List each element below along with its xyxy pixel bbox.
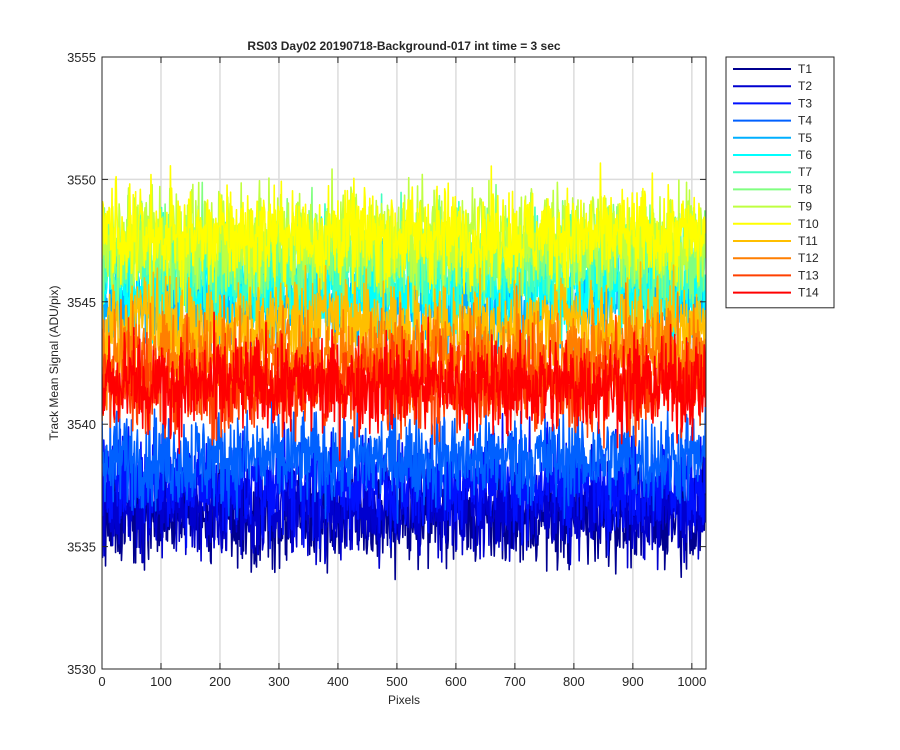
legend-label-t5: T5 — [798, 131, 812, 145]
series-line-t3 — [102, 412, 706, 557]
y-tick-label: 3530 — [67, 662, 96, 677]
plot-frame — [101, 56, 707, 670]
x-tick-label: 300 — [268, 674, 290, 689]
y-tick-label: 3550 — [67, 172, 96, 187]
x-tick-label: 800 — [563, 674, 585, 689]
chart-title: RS03 Day02 20190718-Background-017 int t… — [247, 39, 560, 53]
y-tick-label: 3540 — [67, 417, 96, 432]
x-tick-label: 900 — [622, 674, 644, 689]
legend-label-t11: T11 — [798, 234, 818, 248]
x-tick-label: 500 — [386, 674, 408, 689]
x-axis: 0 100 200 300 400 500 600 700 800 900 1000 — [98, 57, 706, 689]
series-line-t10 — [102, 162, 706, 306]
y-tick-label: 3545 — [67, 295, 96, 310]
x-tick-label: 600 — [445, 674, 467, 689]
legend-label-t9: T9 — [798, 200, 812, 214]
series-line-t4 — [102, 390, 706, 524]
legend-label-t7: T7 — [798, 165, 812, 179]
legend-label-t4: T4 — [798, 114, 812, 128]
y-tick-label: 3555 — [67, 50, 96, 65]
legend-label-t6: T6 — [798, 148, 812, 162]
x-tick-label: 100 — [150, 674, 172, 689]
x-axis-label: Pixels — [388, 693, 420, 707]
x-tick-label: 0 — [98, 674, 105, 689]
legend-label-t8: T8 — [798, 182, 812, 196]
legend-box — [725, 56, 835, 309]
legend-label-t10: T10 — [798, 217, 819, 231]
y-axis-label: Track Mean Signal (ADU/pix) — [47, 286, 61, 441]
series-group — [102, 162, 706, 581]
x-tick-label: 200 — [209, 674, 231, 689]
y-tick-label: 3535 — [67, 540, 96, 555]
x-tick-label: 700 — [504, 674, 526, 689]
legend-label-t14: T14 — [798, 286, 819, 300]
series-line-t14 — [102, 311, 706, 462]
legend-label-t1: T1 — [798, 62, 812, 76]
legend-label-t12: T12 — [798, 251, 819, 265]
y-axis: 3530 3535 3540 3545 3550 3555 — [67, 50, 706, 677]
x-tick-label: 400 — [327, 674, 349, 689]
legend-label-t3: T3 — [798, 96, 812, 110]
legend-label-t13: T13 — [798, 268, 819, 282]
x-tick-label: 1000 — [677, 674, 706, 689]
legend: T1 T2 T3 T4 T5 T6 T7 T8 T9 T10 T11 T12 T13 T14 — [725, 56, 835, 309]
series-line-t11 — [102, 261, 706, 394]
legend-label-t2: T2 — [798, 79, 812, 93]
